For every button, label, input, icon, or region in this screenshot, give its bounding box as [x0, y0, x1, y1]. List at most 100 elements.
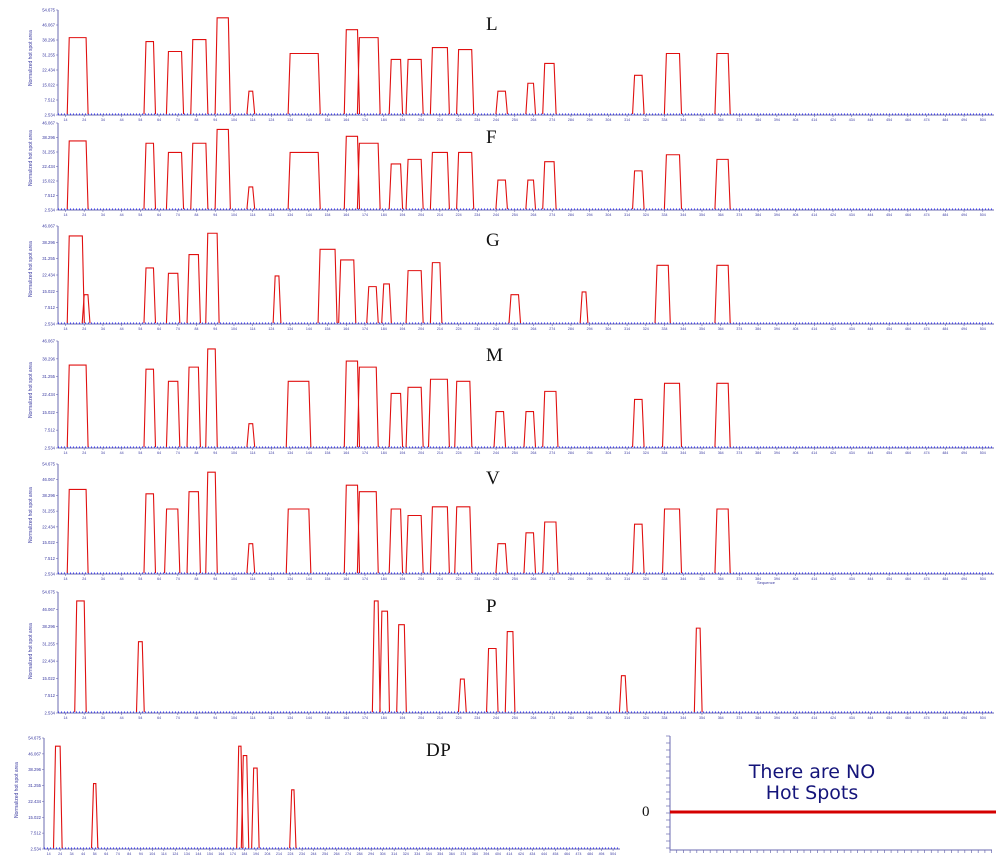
x-tick-label: 484	[587, 852, 593, 856]
x-tick-label: 464	[905, 716, 911, 720]
hot-spot-plateau	[190, 39, 209, 115]
y-axis-label: Normalized hot spot area	[28, 623, 34, 680]
hot-spot-plateau	[240, 755, 250, 849]
x-tick-label: 174	[362, 716, 368, 720]
x-tick-label: 84	[195, 716, 199, 720]
x-tick-label: 364	[718, 118, 724, 122]
x-tick-label: 194	[399, 118, 405, 122]
x-tick-label: 204	[418, 327, 424, 331]
x-tick-label: 354	[699, 716, 705, 720]
x-tick-label: 374	[736, 451, 742, 455]
x-tick-label: 504	[980, 451, 986, 455]
y-tick-label: 15.022	[42, 410, 55, 415]
chart-panel-V: 2.534 7.512 15.022 22.434 31.255 38.296 46.067…	[0, 460, 996, 585]
x-axis-label: Sequence	[756, 580, 775, 585]
y-tick-label: 46.067	[42, 224, 55, 229]
series-hot-spot-area	[66, 348, 731, 448]
hot-spot-plateau	[287, 52, 321, 115]
x-tick-label: 14	[63, 327, 67, 331]
y-tick-label: 7.512	[45, 98, 56, 103]
x-tick-label: 274	[549, 577, 555, 581]
x-tick-label: 244	[493, 577, 499, 581]
chart-svg: 2.534 7.512 15.022 22.434 31.255 38.296 46.067…	[42, 590, 994, 720]
x-tick-label: 274	[549, 118, 555, 122]
x-tick-label: 304	[605, 716, 611, 720]
x-tick-label: 354	[699, 118, 705, 122]
x-tick-label: 274	[549, 716, 555, 720]
x-tick-label: 124	[268, 118, 274, 122]
y-axis-label: Normalized hot spot area	[28, 129, 34, 186]
y-tick-label: 22.434	[42, 68, 55, 73]
x-tick-label: 224	[288, 852, 294, 856]
no-hotspots-message: There are NO Hot Spots	[692, 762, 932, 804]
hot-spot-plateau	[454, 506, 473, 574]
x-tick-label: 284	[568, 577, 574, 581]
x-tick-label: 44	[81, 852, 85, 856]
x-tick-label: 444	[867, 577, 873, 581]
y-tick-label: 46.067	[28, 751, 41, 756]
x-tick-label: 254	[512, 118, 518, 122]
x-tick-label: 454	[886, 451, 892, 455]
x-tick-label: 184	[381, 327, 387, 331]
x-tick-label: 324	[643, 716, 649, 720]
x-tick-label: 24	[82, 118, 86, 122]
x-tick-label: 164	[343, 213, 349, 217]
hot-spot-plateau	[66, 488, 89, 574]
x-tick-label: 504	[980, 716, 986, 720]
hot-spot-plateau	[165, 380, 181, 448]
x-tick-label: 444	[867, 716, 873, 720]
hot-spot-plateau	[251, 767, 260, 849]
hot-spot-plateau	[186, 491, 201, 574]
y-tick-label: 38.296	[42, 135, 55, 140]
x-tick-label: 104	[231, 451, 237, 455]
x-tick-label: 334	[662, 327, 668, 331]
x-tick-label: 384	[755, 213, 761, 217]
x-tick-label: 104	[231, 213, 237, 217]
x-tick-label: 54	[138, 327, 142, 331]
hot-spot-plateau	[285, 508, 312, 574]
x-tick-label: 154	[325, 213, 331, 217]
y-tick-label: 2.534	[45, 572, 56, 577]
x-tick-label: 454	[886, 716, 892, 720]
x-tick-label: 374	[736, 716, 742, 720]
x-tick-label: 244	[493, 327, 499, 331]
x-tick-label: 274	[345, 852, 351, 856]
x-tick-label: 484	[942, 716, 948, 720]
x-tick-label: 494	[961, 451, 967, 455]
x-tick-label: 264	[530, 118, 536, 122]
x-tick-label: 154	[207, 852, 213, 856]
x-tick-label: 254	[512, 327, 518, 331]
x-tick-label: 114	[250, 327, 256, 331]
x-tick-label: 404	[793, 716, 799, 720]
x-tick-label: 414	[811, 213, 817, 217]
x-tick-label: 234	[299, 852, 305, 856]
x-tick-label: 494	[961, 213, 967, 217]
x-tick-label: 454	[886, 118, 892, 122]
x-tick-label: 124	[268, 327, 274, 331]
hot-spot-plateau	[366, 286, 379, 324]
x-tick-label: 24	[82, 213, 86, 217]
hot-spot-plateau	[356, 491, 379, 574]
x-tick-label: 344	[680, 327, 686, 331]
x-tick-label: 44	[120, 451, 124, 455]
x-tick-label: 84	[195, 118, 199, 122]
y-tick-label: 54.675	[42, 462, 55, 467]
hot-spot-plateau	[405, 386, 424, 448]
x-tick-label: 114	[250, 118, 256, 122]
y-tick-label: 31.255	[42, 641, 55, 646]
x-tick-label: 324	[643, 213, 649, 217]
y-axis-label: Normalized hot spot area	[28, 29, 34, 86]
x-tick-label: 314	[391, 852, 397, 856]
hot-spot-plateau	[371, 600, 381, 713]
x-tick-label: 424	[830, 327, 836, 331]
hot-spot-plateau	[714, 508, 731, 574]
x-tick-label: 144	[306, 451, 312, 455]
x-tick-label: 474	[924, 118, 930, 122]
y-tick-label: 15.022	[42, 289, 55, 294]
y-tick-label: 54.675	[28, 736, 41, 741]
x-tick-label: 314	[624, 118, 630, 122]
x-tick-label: 484	[942, 327, 948, 331]
x-tick-label: 194	[399, 577, 405, 581]
hot-spot-plateau	[693, 627, 703, 713]
hot-spot-plateau	[81, 294, 91, 324]
